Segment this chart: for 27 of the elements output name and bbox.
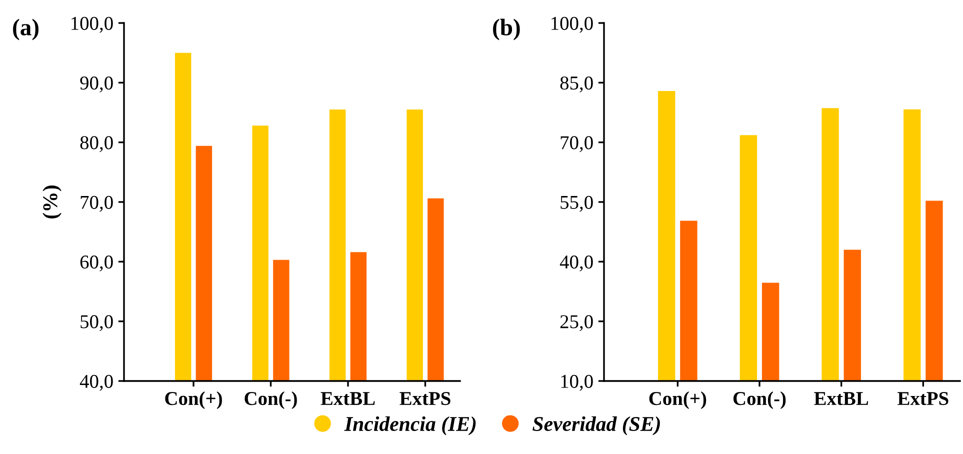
- y-tick-label: 25,0: [560, 315, 593, 332]
- legend-label: Incidencia (IE): [344, 416, 476, 436]
- x-tick-label: ExtPS: [400, 392, 450, 406]
- y-tick-label: 70,0: [560, 136, 593, 152]
- x-tick-label: Con(-): [733, 391, 786, 410]
- y-tick-label: 55,0: [560, 196, 593, 212]
- y-tick-label: 50,0: [80, 315, 113, 332]
- x-tick-label: ExtPS: [898, 392, 948, 406]
- y-tick-label: 85,0: [560, 76, 593, 92]
- y-tick-label: 10,0: [561, 374, 593, 391]
- chart-title: (a): [13, 18, 38, 40]
- y-tick-label: 70,0: [80, 196, 113, 212]
- x-tick-label: Con(+): [649, 391, 706, 410]
- y-tick-label: 100,0: [72, 16, 113, 33]
- y-axis-title: (%): [42, 186, 62, 218]
- legend-label: Severidad (SE): [532, 416, 660, 436]
- y-tick-label: 40,0: [560, 255, 593, 272]
- y-tick-label: 90,0: [80, 76, 113, 92]
- y-tick-label: 40,0: [80, 374, 113, 391]
- y-tick-label: 80,0: [80, 136, 113, 152]
- chart-title: (b): [493, 18, 520, 40]
- x-tick-label: Con(+): [165, 391, 222, 410]
- y-tick-label: 100,0: [552, 16, 593, 33]
- y-tick-label: 60,0: [80, 255, 113, 272]
- x-tick-label: ExtBL: [814, 392, 868, 406]
- x-tick-label: Con(-): [244, 391, 297, 410]
- x-tick-label: ExtBL: [320, 392, 375, 406]
